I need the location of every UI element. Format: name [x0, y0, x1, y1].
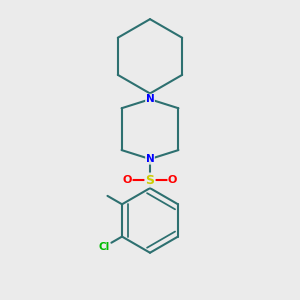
Text: O: O — [123, 175, 132, 185]
Text: O: O — [168, 175, 177, 185]
Text: Cl: Cl — [98, 242, 110, 252]
Text: N: N — [146, 94, 154, 104]
Text: N: N — [146, 154, 154, 164]
Text: S: S — [146, 173, 154, 187]
